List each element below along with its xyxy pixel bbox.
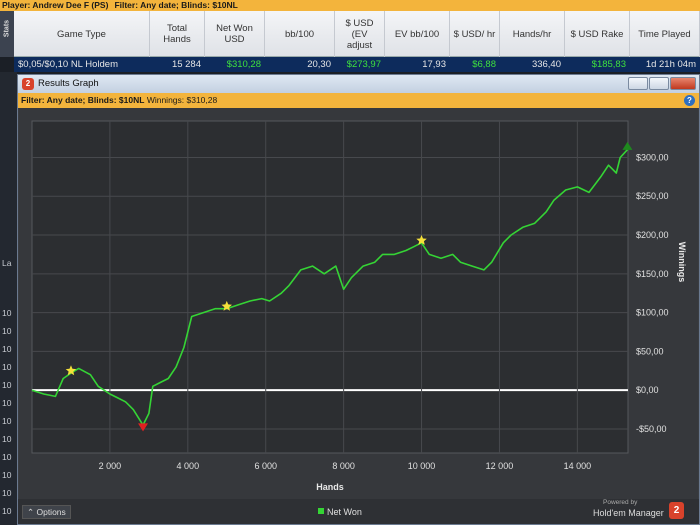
- list-item: 10: [2, 470, 12, 480]
- results-window: 2 Results Graph Filter: Any date; Blinds…: [17, 74, 700, 525]
- legend: Net Won: [318, 506, 362, 518]
- y-tick-label: $0,00: [636, 385, 659, 395]
- x-tick-label: 10 000: [408, 461, 436, 471]
- graph-panel: -$50,00 $0,00 $50,00 $100,00 $150,00 $200,00 $…: [19, 108, 698, 499]
- table-row[interactable]: $0,05/$0,10 NL Holdem 15 284 $310,28 20,30 $…: [14, 57, 700, 72]
- table-cell: 336,40: [531, 59, 561, 70]
- table-header: Game Type Total Hands Net Won USD bb/100 $ U…: [14, 11, 700, 57]
- table-cell: 17,93: [422, 59, 446, 70]
- column-header: EV bb/100: [385, 11, 450, 57]
- filter-label: Filter: Any date; Blinds: $10NL: [114, 0, 238, 10]
- bottom-bar: ⌃ Options Net Won Powered by Hold'em Man…: [18, 499, 699, 524]
- table-cell: $6,88: [472, 59, 496, 70]
- legend-label: Net Won: [327, 507, 362, 517]
- column-header: $ USD Rake: [565, 11, 630, 57]
- y-tick-label: $100,00: [636, 308, 669, 318]
- plot-area: [31, 120, 629, 454]
- x-axis-title: Hands: [316, 482, 344, 492]
- list-item: 10: [2, 380, 12, 390]
- player-bar: Player: Andrew Dee F (PS) Filter: Any dat…: [0, 0, 700, 11]
- list-item: 10: [2, 344, 12, 354]
- stats-tab[interactable]: Stats: [0, 11, 14, 57]
- x-tick-label: 14 000: [564, 461, 592, 471]
- marker: [416, 235, 427, 245]
- stats-tab-label: Stats: [3, 19, 11, 38]
- list-item: 10: [2, 452, 12, 462]
- table-cell: 20,30: [307, 59, 331, 70]
- y-axis-title: Winnings: [677, 242, 687, 282]
- close-button[interactable]: [670, 77, 696, 90]
- marker: [622, 141, 633, 150]
- column-header: Hands/hr: [500, 11, 565, 57]
- marker: [65, 365, 77, 376]
- list-item: 10: [2, 416, 12, 426]
- options-button[interactable]: ⌃ Options: [22, 505, 71, 519]
- x-tick-label: 12 000: [486, 461, 514, 471]
- table-cell: 1d 21h 04m: [645, 59, 696, 70]
- y-tick-label: -$50,00: [636, 424, 667, 434]
- filter-text: Filter: Any date; Blinds: $10NL: [21, 95, 145, 105]
- column-header: $ USD/ hr: [450, 11, 500, 57]
- y-tick-label: $300,00: [636, 152, 669, 162]
- y-tick-label: $200,00: [636, 230, 669, 240]
- table-cell: $185,83: [591, 59, 626, 70]
- x-tick-label: 2 000: [99, 461, 122, 471]
- column-header: Total Hands: [150, 11, 205, 57]
- column-header: Game Type: [14, 11, 150, 57]
- table-cell: 15 284: [171, 59, 201, 70]
- window-icon: 2: [22, 78, 34, 90]
- marker: [138, 423, 149, 432]
- list-item: La: [2, 258, 12, 268]
- series-line: [31, 149, 628, 426]
- chart: -$50,00 $0,00 $50,00 $100,00 $150,00 $200,00 $…: [31, 120, 687, 492]
- list-item: 10: [2, 488, 12, 498]
- column-header: bb/100: [265, 11, 335, 57]
- title-bar: 2 Results Graph: [18, 75, 699, 93]
- options-label: Options: [36, 507, 66, 517]
- help-button[interactable]: ?: [684, 95, 695, 106]
- column-header: Net Won USD: [205, 11, 265, 57]
- minimize-button[interactable]: [628, 77, 648, 90]
- y-tick-label: $250,00: [636, 191, 669, 201]
- y-tick-label: $150,00: [636, 269, 669, 279]
- x-tick-label: 8 000: [332, 461, 355, 471]
- list-item: 10: [2, 308, 12, 318]
- column-header: $ USD (EV adjust: [335, 11, 385, 57]
- table-cell: $310,28: [226, 59, 261, 70]
- x-tick-label: 6 000: [254, 461, 277, 471]
- y-tick-label: $50,00: [636, 346, 664, 356]
- table-cell: $0,05/$0,10 NL Holdem: [18, 59, 118, 70]
- background-list: La 10 10 10 10 10 10 10 10 10 10 10 10: [0, 72, 17, 525]
- winnings-text: Winnings: $310,28: [146, 95, 218, 105]
- list-item: 10: [2, 434, 12, 444]
- legend-swatch: [318, 508, 324, 514]
- maximize-button[interactable]: [649, 77, 669, 90]
- list-item: 10: [2, 362, 12, 372]
- brand-badge: 2: [669, 502, 684, 519]
- list-item: 10: [2, 398, 12, 408]
- marker: [221, 300, 232, 311]
- window-title: Results Graph: [38, 78, 99, 89]
- column-header: Time Played: [630, 11, 700, 57]
- player-label: Player: Andrew Dee F (PS): [2, 0, 109, 10]
- x-tick-label: 4 000: [177, 461, 200, 471]
- table-cell: $273,97: [346, 59, 381, 70]
- filter-bar: Filter: Any date; Blinds: $10NL Winnings…: [18, 93, 699, 108]
- list-item: 10: [2, 506, 12, 516]
- powered-by: Powered by: [603, 499, 638, 506]
- brand-name: Hold'em Manager: [593, 508, 664, 518]
- list-item: 10: [2, 326, 12, 336]
